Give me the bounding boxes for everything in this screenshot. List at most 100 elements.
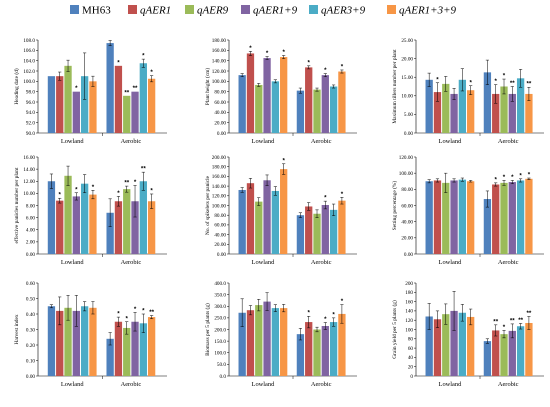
y-tick-label: 20.00 (214, 120, 226, 126)
bar (321, 75, 329, 133)
significance-label: * (469, 79, 472, 86)
y-tick-label: 0.00 (26, 374, 35, 380)
x-tick-label: Aerobic (311, 381, 332, 388)
y-tick-label: 180 (405, 290, 413, 296)
legend-label: qAER1 (140, 5, 171, 17)
bar (525, 93, 533, 133)
bar (271, 81, 280, 133)
bar (458, 79, 467, 133)
significance-label: * (150, 69, 153, 76)
y-tick-label: 0.10 (26, 358, 35, 364)
y-tick-label: 100 (405, 327, 413, 333)
y-tick-label: 14.00 (23, 167, 35, 173)
significance-label: * (134, 306, 137, 313)
legend-swatch (309, 5, 318, 14)
bar (114, 201, 123, 254)
significance-label: ** (493, 318, 498, 325)
chart-panel: 0.00 20.00 40.00 60.00 80.00 100.00 120.00 140.… (204, 38, 357, 145)
y-tick-label: 96.0 (26, 100, 35, 106)
y-axis-label: Biomass per 5 plants (g) (204, 303, 211, 356)
y-tick-label: 120.00 (212, 69, 227, 75)
bar (80, 183, 89, 254)
y-tick-label: 160.00 (212, 174, 227, 180)
significance-label: * (341, 191, 344, 198)
bar (131, 201, 139, 254)
significance-label: * (117, 190, 120, 197)
bar (106, 338, 114, 376)
y-tick-label: 12.00 (23, 179, 35, 185)
y-tick-label: 8.00 (26, 203, 35, 209)
y-tick-label: 140 (405, 309, 413, 315)
y-tick-label: 16.00 (23, 155, 35, 161)
significance-label: * (324, 195, 327, 202)
bar (525, 322, 533, 376)
chart-panel: 0.0 50.0 100.0 150.0 200.0 250.0 300.0 350.0 400… (204, 281, 357, 388)
y-tick-label: 0.20 (26, 343, 35, 349)
x-tick-label: Lowland (252, 381, 276, 388)
y-tick-label: 80.00 (214, 213, 226, 219)
bar (72, 91, 80, 133)
legend-item: MH63 (70, 5, 111, 17)
significance-label: * (134, 179, 137, 186)
bar (329, 322, 338, 376)
y-tick-label: 0.00 (26, 252, 35, 258)
y-axis-label: Harvest index (14, 314, 20, 344)
bar (147, 78, 156, 133)
y-tick-label: 250.0 (214, 316, 226, 322)
x-tick-label: Aerobic (498, 381, 519, 388)
y-tick-label: 90.0 (26, 131, 35, 137)
significance-label: * (324, 316, 327, 323)
bar (450, 180, 458, 254)
y-tick-label: 100.00 (212, 203, 227, 209)
bar (56, 76, 64, 133)
y-tick-label: 102.0 (23, 69, 35, 75)
bar (425, 316, 433, 376)
bar (338, 313, 346, 376)
y-tick-label: 94.0 (26, 110, 35, 116)
y-tick-label: 0.50 (26, 296, 35, 302)
significance-label: * (117, 311, 120, 318)
bar (280, 169, 288, 254)
bar (467, 316, 475, 376)
y-tick-label: 180.00 (212, 38, 227, 44)
y-tick-label: 100.00 (212, 79, 227, 85)
y-tick-label: 200 (405, 281, 413, 287)
bar (450, 93, 458, 133)
bar (147, 317, 156, 376)
legend-label: qAER1+3+9 (399, 5, 457, 17)
significance-label: * (150, 187, 153, 194)
x-tick-label: Lowland (439, 381, 463, 388)
y-tick-label: 0.00 (217, 131, 226, 137)
y-tick-label: 6.00 (26, 215, 35, 221)
legend-label: MH63 (82, 5, 111, 17)
bar (467, 181, 475, 254)
y-tick-label: 106.0 (23, 48, 35, 54)
bar (296, 215, 305, 254)
significance-label: * (282, 49, 285, 56)
x-tick-label: Lowland (439, 259, 463, 266)
bar (80, 76, 89, 133)
y-tick-label: 140.00 (212, 58, 227, 64)
y-tick-label: 0.30 (26, 327, 35, 333)
legend-swatch (70, 5, 79, 14)
bar (508, 182, 516, 254)
bar (483, 199, 492, 254)
significance-label: * (436, 76, 439, 83)
x-tick-label: Aerobic (311, 138, 332, 145)
bar (338, 200, 346, 254)
bar (442, 83, 450, 133)
y-tick-label: 100.00 (399, 171, 414, 177)
y-axis-label: Grain yield per 5 plants (g) (391, 300, 398, 359)
y-tick-label: 40.00 (214, 110, 226, 116)
y-tick-label: 160 (405, 299, 413, 305)
x-tick-label: Lowland (252, 138, 276, 145)
significance-label: * (75, 85, 78, 92)
x-tick-label: Aerobic (121, 138, 142, 145)
x-tick-label: Lowland (439, 138, 463, 145)
y-tick-label: 200.0 (214, 327, 226, 333)
significance-label: * (75, 186, 78, 193)
bar (271, 308, 280, 376)
legend-swatch (128, 5, 137, 14)
y-tick-label: 40.00 (214, 232, 226, 238)
